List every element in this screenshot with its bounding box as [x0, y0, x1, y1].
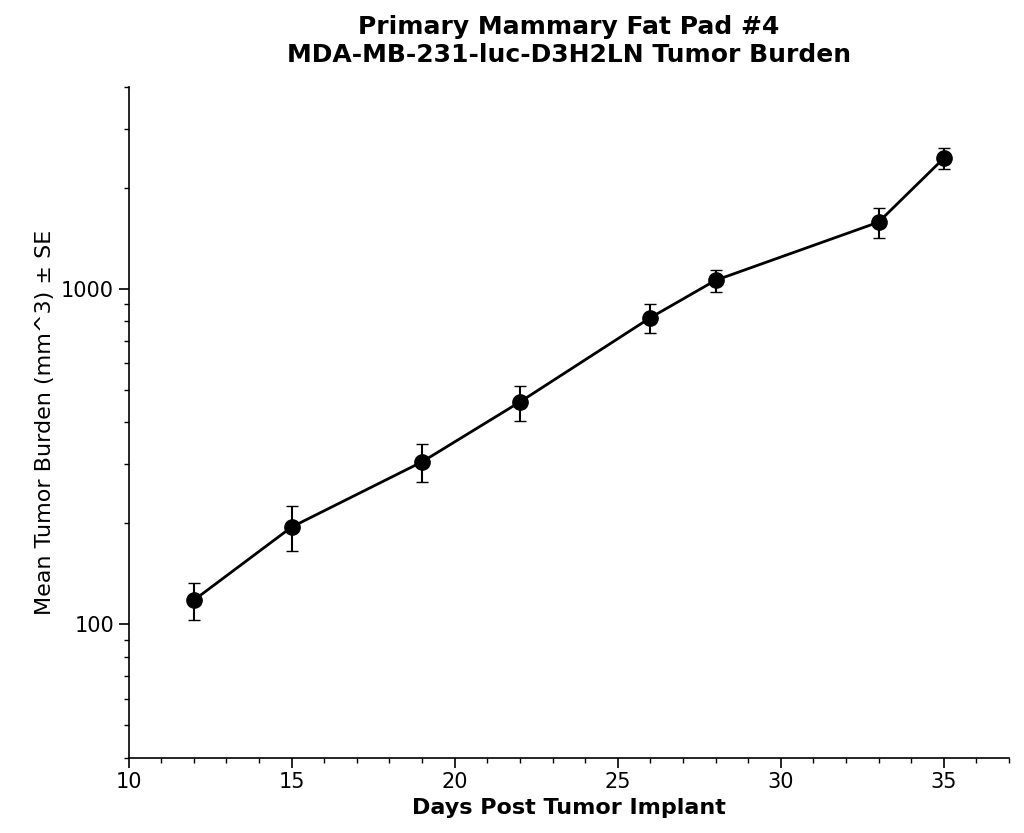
Title: Primary Mammary Fat Pad #4
MDA-MB-231-luc-D3H2LN Tumor Burden: Primary Mammary Fat Pad #4 MDA-MB-231-lu… — [287, 15, 851, 67]
Y-axis label: Mean Tumor Burden (mm^3) ± SE: Mean Tumor Burden (mm^3) ± SE — [36, 230, 55, 615]
X-axis label: Days Post Tumor Implant: Days Post Tumor Implant — [412, 798, 726, 818]
